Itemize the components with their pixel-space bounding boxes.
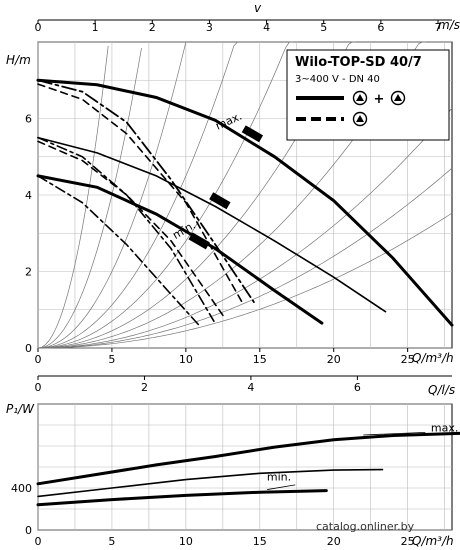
v-tick-label: 1 <box>92 21 99 34</box>
h-x-tick-label: 5 <box>108 353 115 366</box>
p-series-label-min: min. <box>267 471 291 484</box>
v-tick-label: 4 <box>263 21 270 34</box>
h-series-line <box>37 140 226 319</box>
h-series-line <box>37 79 255 303</box>
h-series-line <box>37 136 215 322</box>
p-min-leader <box>267 484 296 490</box>
legend-subtitle: 3~400 V - DN 40 <box>295 74 380 85</box>
system-curve <box>37 41 294 349</box>
p-x-tick-label: 20 <box>327 535 341 548</box>
qls-axis-label: Q/l/s <box>428 383 455 397</box>
h-x-tick-label: 10 <box>179 353 193 366</box>
q-axis-label-2: Q/m³/h <box>412 534 454 548</box>
h-y-tick-label: 0 <box>25 342 32 355</box>
v-axis-label: v <box>254 1 262 15</box>
h-y-tick-label: 2 <box>25 266 32 279</box>
h-series-line <box>37 175 202 328</box>
h-series-line <box>37 83 243 303</box>
qls-tick-label: 0 <box>35 381 42 394</box>
operating-marker <box>188 232 210 250</box>
operating-marker <box>241 125 264 143</box>
h-series-line <box>37 136 387 313</box>
p1-axis-label: P₁/W <box>6 402 35 416</box>
h-axis-label: H/m <box>6 53 31 67</box>
p-series-line <box>36 431 460 486</box>
v-tick-label: 0 <box>35 21 42 34</box>
h-x-tick-label: 0 <box>35 353 42 366</box>
p-series-line <box>37 468 384 498</box>
system-curve <box>37 45 109 349</box>
p-series-line <box>36 489 328 507</box>
legend-box <box>286 49 450 141</box>
legend-title: Wilo-TOP-SD 40/7 <box>295 55 422 70</box>
system-curve <box>37 48 142 349</box>
qls-tick-label: 2 <box>141 381 148 394</box>
h-x-tick-label: 15 <box>253 353 267 366</box>
p-y-tick-label: 0 <box>25 524 32 537</box>
h-series-line <box>36 174 324 325</box>
p-x-tick-label: 0 <box>35 535 42 548</box>
legend-plus: + <box>374 92 385 107</box>
p-x-tick-label: 10 <box>179 535 193 548</box>
p-x-tick-label: 5 <box>108 535 115 548</box>
q-axis-label: Q/m³/h <box>412 351 454 365</box>
v-tick-label: 2 <box>149 21 156 34</box>
qls-tick-label: 6 <box>354 381 361 394</box>
legend-pump-icon-a-triangle <box>356 94 364 101</box>
v-tick-label: 3 <box>206 21 213 34</box>
v-axis-unit: m/s <box>438 18 460 32</box>
system-curve <box>37 41 187 349</box>
system-curve <box>38 107 453 349</box>
p-x-tick-label: 25 <box>401 535 415 548</box>
legend-pump-icon-b-triangle <box>394 94 402 101</box>
v-tick-label: 5 <box>320 21 327 34</box>
system-curve <box>38 167 453 349</box>
legend-pump-icon-c-triangle <box>356 115 364 122</box>
system-curve <box>37 41 238 349</box>
p-max-leader <box>363 431 426 436</box>
p-y-tick-label: 400 <box>11 482 32 495</box>
v-tick-label: 6 <box>377 21 384 34</box>
operating-marker <box>209 192 231 210</box>
p-series-label-max: max. <box>431 421 458 434</box>
qls-tick-label: 4 <box>247 381 254 394</box>
h-y-tick-label: 6 <box>25 113 32 126</box>
system-curve <box>38 212 453 349</box>
v-tick-label: 7 <box>435 21 442 34</box>
h-series-line <box>36 78 454 327</box>
h-y-tick-label: 4 <box>25 189 32 202</box>
h-x-tick-label: 20 <box>327 353 341 366</box>
h-x-tick-label: 25 <box>401 353 415 366</box>
p-x-tick-label: 15 <box>253 535 267 548</box>
watermark: catalog.onliner.by <box>316 520 415 533</box>
